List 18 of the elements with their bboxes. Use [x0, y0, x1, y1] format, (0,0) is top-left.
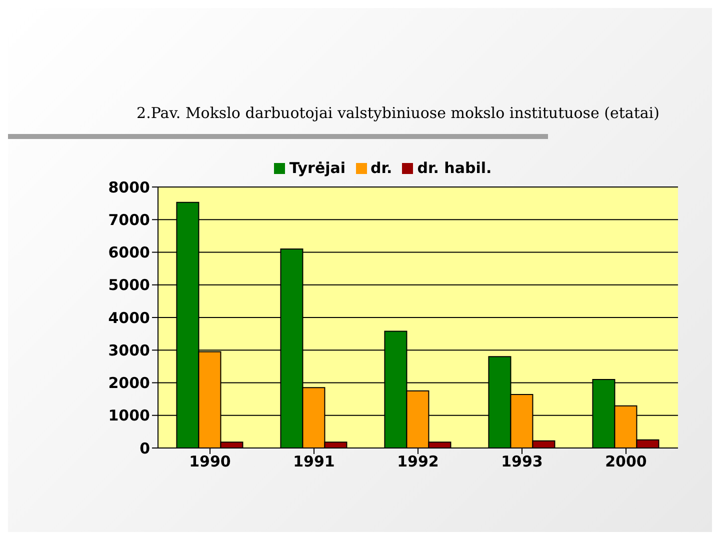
y-tick-label: 6000: [108, 244, 150, 262]
x-tick-label: 2000: [605, 452, 647, 471]
y-tick-label: 0: [140, 439, 150, 458]
x-tick-label: 1990: [189, 452, 231, 471]
y-tick-label: 1000: [108, 406, 150, 425]
x-tick-label: 1992: [397, 452, 439, 471]
chart-title: 2.Pav. Mokslo darbuotojai valstybiniuose mokslo institutuose (etatai): [136, 104, 660, 122]
legend-label: dr.: [370, 159, 392, 177]
legend-label: Tyrėjai: [289, 159, 346, 177]
y-tick-label: 4000: [108, 308, 150, 327]
y-tick-label: 8000: [108, 178, 150, 196]
y-tick-label: 5000: [108, 276, 150, 294]
x-tick-label: 1993: [501, 452, 543, 471]
y-tick-label: 2000: [108, 374, 150, 392]
y-tick-label: 3000: [108, 341, 150, 360]
y-tick-label: 7000: [108, 210, 150, 229]
x-tick-label: 1991: [293, 452, 335, 471]
legend-label: dr. habil.: [417, 159, 492, 177]
